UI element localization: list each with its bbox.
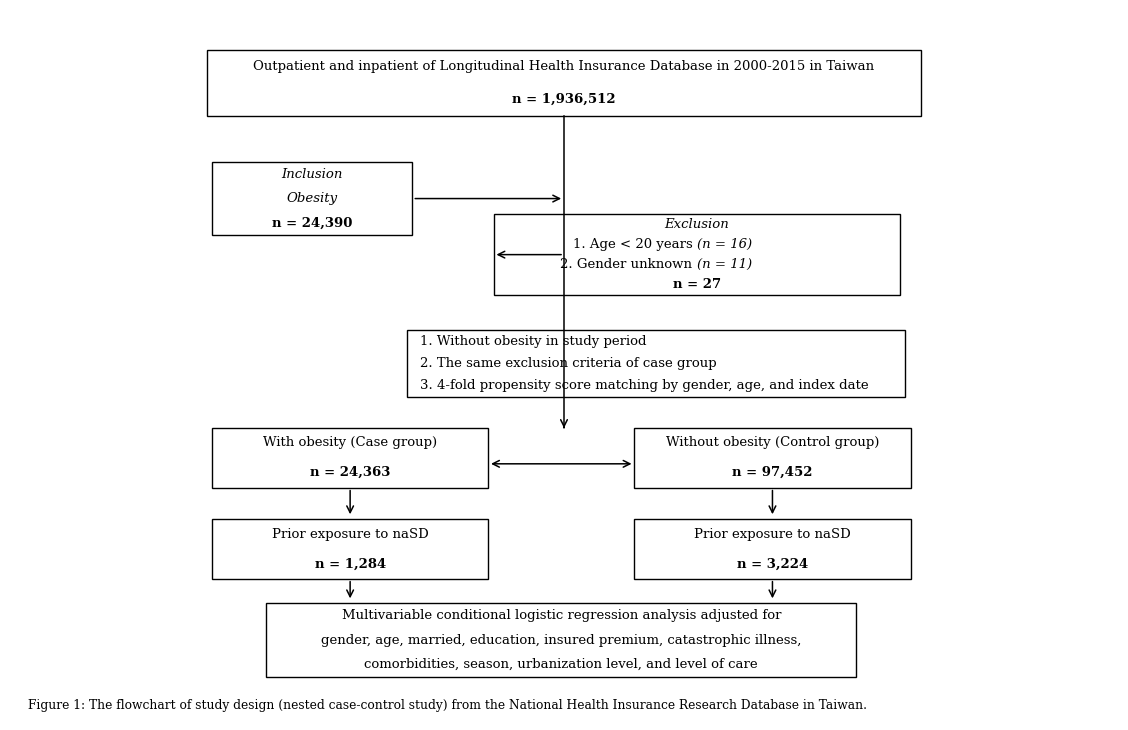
Text: comorbidities, season, urbanization level, and level of care: comorbidities, season, urbanization leve…	[364, 658, 758, 671]
Text: 1. Age < 20 years (n = 16): 1. Age < 20 years (n = 16)	[607, 238, 786, 251]
Text: Obesity: Obesity	[287, 192, 337, 205]
Text: gender, age, married, education, insured premium, catastrophic illness,: gender, age, married, education, insured…	[321, 634, 802, 647]
Text: With obesity (Case group): With obesity (Case group)	[263, 437, 438, 450]
Text: n = 24,363: n = 24,363	[310, 466, 390, 480]
FancyBboxPatch shape	[206, 50, 922, 116]
FancyBboxPatch shape	[494, 215, 900, 295]
Text: 1. Age < 20 years (n = 16): 1. Age < 20 years (n = 16)	[607, 238, 786, 251]
FancyBboxPatch shape	[266, 603, 856, 677]
Text: 2. The same exclusion criteria of case group: 2. The same exclusion criteria of case g…	[420, 357, 716, 370]
Text: Inclusion: Inclusion	[282, 167, 343, 180]
Text: n = 3,224: n = 3,224	[737, 557, 808, 570]
Text: Without obesity (Control group): Without obesity (Control group)	[666, 437, 879, 450]
Text: n = 1,284: n = 1,284	[315, 557, 386, 570]
Text: 2. Gender unknown (n = 11): 2. Gender unknown (n = 11)	[601, 258, 792, 272]
Text: (n = 16): (n = 16)	[697, 238, 751, 251]
Text: Prior exposure to naSD: Prior exposure to naSD	[694, 528, 851, 541]
Text: n = 97,452: n = 97,452	[732, 466, 812, 480]
FancyBboxPatch shape	[407, 330, 905, 396]
Text: Prior exposure to naSD: Prior exposure to naSD	[272, 528, 429, 541]
Text: n = 1,936,512: n = 1,936,512	[512, 93, 616, 106]
Text: Outpatient and inpatient of Longitudinal Health Insurance Database in 2000-2015 : Outpatient and inpatient of Longitudinal…	[254, 60, 874, 73]
Text: 3. 4-fold propensity score matching by gender, age, and index date: 3. 4-fold propensity score matching by g…	[420, 379, 869, 392]
FancyBboxPatch shape	[212, 162, 413, 235]
FancyBboxPatch shape	[634, 519, 910, 579]
Text: Figure 1: The flowchart of study design (nested case-control study) from the Nat: Figure 1: The flowchart of study design …	[28, 699, 867, 712]
Text: 2. Gender unknown: 2. Gender unknown	[561, 258, 697, 272]
Text: 2. Gender unknown (n = 11): 2. Gender unknown (n = 11)	[601, 258, 792, 272]
Text: 1. Without obesity in study period: 1. Without obesity in study period	[420, 334, 646, 347]
Text: n = 27: n = 27	[672, 278, 721, 291]
Text: n = 24,390: n = 24,390	[272, 217, 352, 230]
Text: (n = 11): (n = 11)	[697, 258, 751, 272]
FancyBboxPatch shape	[212, 519, 488, 579]
Text: Exclusion: Exclusion	[664, 218, 729, 231]
Text: 1. Age < 20 years: 1. Age < 20 years	[573, 238, 697, 251]
Text: Multivariable conditional logistic regression analysis adjusted for: Multivariable conditional logistic regre…	[342, 609, 781, 622]
FancyBboxPatch shape	[634, 428, 910, 488]
FancyBboxPatch shape	[212, 428, 488, 488]
